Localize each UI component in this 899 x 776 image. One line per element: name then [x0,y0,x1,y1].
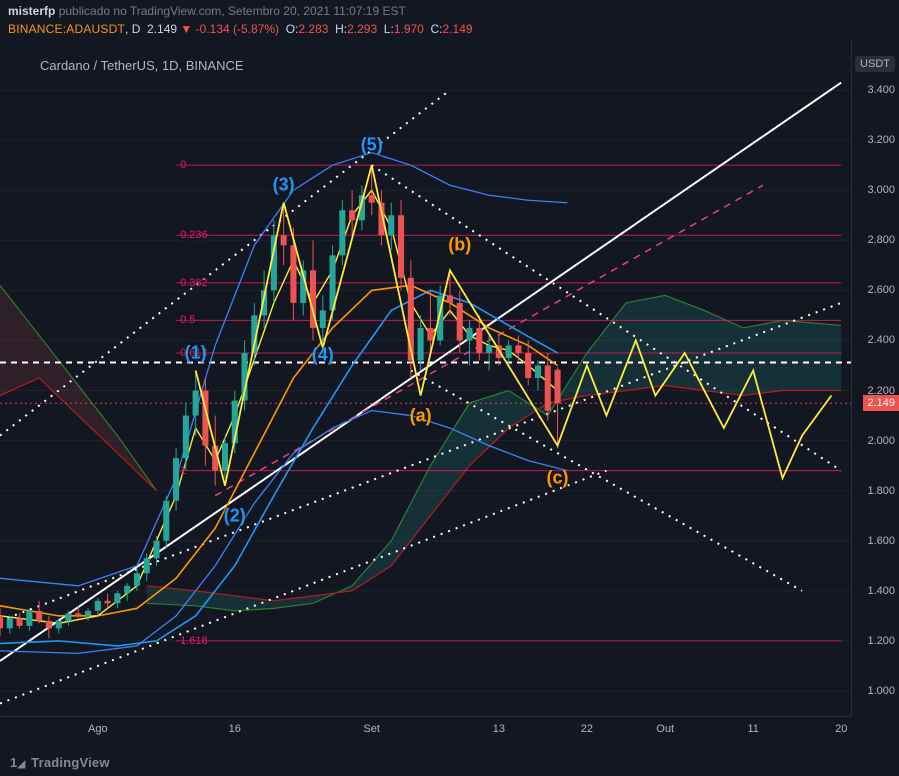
time-tick: Ago [88,723,108,735]
publish-header: misterfp publicado no TradingView.com, S… [8,4,406,18]
price-tick: 3.400 [867,84,895,96]
time-tick: Set [363,723,380,735]
published-label: publicado no TradingView.com, [59,4,225,18]
wave-label: (c) [547,468,569,489]
price-tick: 3.200 [867,134,895,146]
price-unit-badge: USDT [855,56,895,72]
fib-level-label: 0.382 [180,277,208,289]
wave-label: (4) [312,345,334,366]
fib-level-label: 0 [180,159,186,171]
price-tick: 2.600 [867,284,895,296]
price-tick: 2.000 [867,435,895,447]
change-arrow: ▼ [180,22,192,36]
ohlc-low: 1.970 [394,22,424,36]
price-tick: 2.800 [867,234,895,246]
tradingview-logo-icon: 1◢ [10,755,25,770]
ohlc-bar: BINANCE:ADAUSDT, D 2.149 ▼ -0.134 (-5.87… [8,22,473,36]
wave-label: (3) [273,175,295,196]
time-tick: 13 [493,723,505,735]
time-axis[interactable]: Ago 16 Set 13 22 Out 11 20 [0,716,851,746]
price-tick: 1.600 [867,535,895,547]
author-name: misterfp [8,4,55,18]
price-axis[interactable]: USDT 3.4003.2003.0002.8002.6002.4002.200… [851,40,899,716]
time-tick: 16 [229,723,241,735]
ohlc-high: 2.293 [347,22,377,36]
price-tick: 3.000 [867,184,895,196]
wave-label: (2) [224,505,246,526]
price-tick: 1.400 [867,585,895,597]
wave-label: (1) [185,342,207,363]
wave-label: (b) [448,235,471,256]
tradingview-watermark: 1◢ TradingView [10,755,110,770]
wave-label: (5) [361,135,383,156]
ohlc-open: 2.283 [298,22,328,36]
price-tick: 1.200 [867,635,895,647]
change-value: -0.134 [196,22,230,36]
fib-level-label: 1.618 [180,635,208,647]
price-tick: 1.800 [867,485,895,497]
price-tick: 1.000 [867,685,895,697]
ohlc-close: 2.149 [443,22,473,36]
time-tick: 22 [581,723,593,735]
interval: D [132,22,141,36]
change-pct: (-5.87%) [233,22,279,36]
symbol: BINANCE:ADAUSDT [8,22,125,36]
time-tick: Out [656,723,674,735]
fib-level-label: 0.5 [180,314,195,326]
last-price: 2.149 [147,22,177,36]
price-tick: 2.400 [867,334,895,346]
fib-level-label: 1 [180,465,186,477]
publish-timestamp: Setembro 20, 2021 11:07:19 EST [228,4,406,18]
wave-label: (a) [410,405,432,426]
chart-area[interactable]: 00.2360.3820.50.61811.618(1)(2)(3)(4)(5)… [0,40,851,716]
time-tick: 20 [835,723,847,735]
time-tick: 11 [747,723,758,735]
fib-level-label: 0.236 [180,229,208,241]
last-price-badge: 2.149 [863,395,899,411]
